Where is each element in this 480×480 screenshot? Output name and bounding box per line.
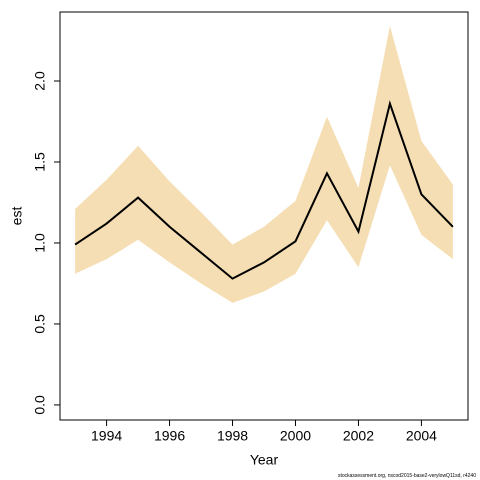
y-tick-label: 2.0 (32, 71, 48, 91)
x-tick-label: 1996 (154, 428, 185, 444)
y-tick-label: 1.5 (32, 152, 48, 172)
x-axis-title: Year (250, 452, 279, 468)
x-tick-label: 1994 (91, 428, 122, 444)
y-axis-title: est (9, 207, 25, 226)
x-tick-label: 2002 (343, 428, 374, 444)
x-tick-label: 1998 (217, 428, 248, 444)
y-tick-label: 1.0 (32, 233, 48, 253)
x-tick-label: 2004 (406, 428, 437, 444)
y-tick-label: 0.5 (32, 314, 48, 334)
y-tick-label: 0.0 (32, 395, 48, 415)
x-tick-label: 2000 (280, 428, 311, 444)
line (74, 100, 454, 280)
footnote: stockassessment.org, nscod2015-base2-ver… (338, 473, 476, 479)
